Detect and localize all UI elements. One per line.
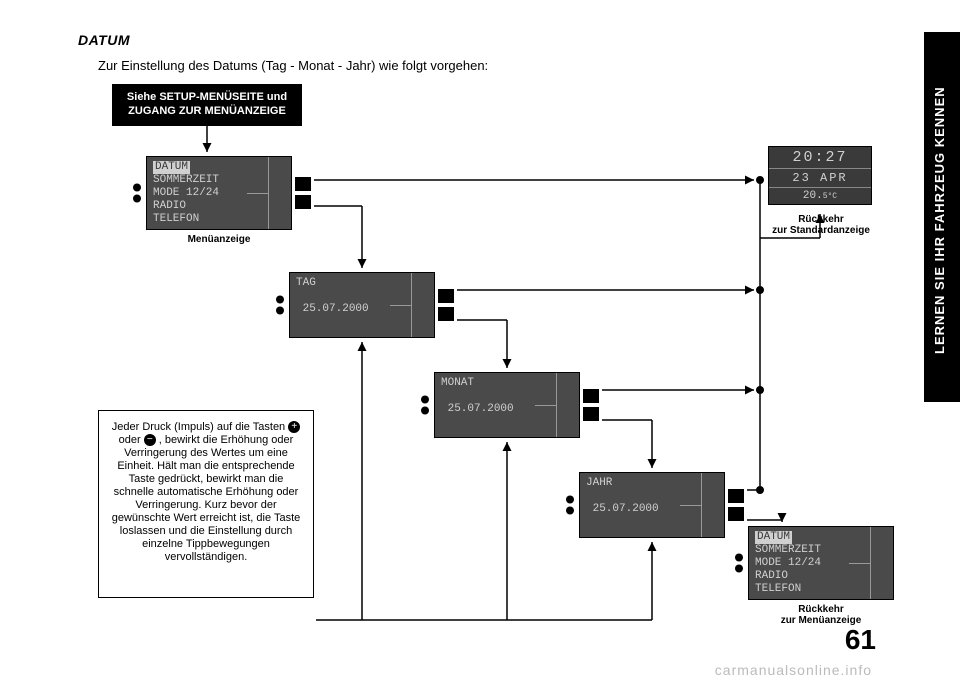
- lcd-dots-icon: [276, 293, 284, 318]
- tip-text-before: Jeder Druck (Impuls) auf die Tasten: [112, 421, 288, 433]
- menu-line1: DATUM: [153, 161, 190, 174]
- lcd-dots-icon: [566, 493, 574, 518]
- menu-label: Menüanzeige: [146, 234, 292, 245]
- lcd-bars-icon: [438, 285, 454, 325]
- standard-date: 23 APR: [769, 169, 871, 188]
- tag-lcd: TAG 25.07.2000: [289, 272, 435, 338]
- jahr-value: 25.07.2000: [593, 503, 659, 515]
- minus-icon: −: [144, 434, 156, 446]
- jahr-title: JAHR: [586, 477, 612, 489]
- lcd-dots-icon: [133, 181, 141, 206]
- tag-title: TAG: [296, 277, 316, 289]
- side-tab-label: LERNEN SIE IHR FAHRZEUG KENNEN: [932, 50, 952, 390]
- return-line3: MODE 12/24: [755, 557, 821, 569]
- standard-label: Rückkehr zur Standardanzeige: [748, 214, 894, 236]
- lcd-bars-icon: [295, 173, 311, 213]
- standard-temp-unit: 5°C: [823, 192, 837, 201]
- menu-line5: TELEFON: [153, 213, 199, 225]
- page: DATUM Zur Einstellung des Datums (Tag - …: [0, 0, 920, 686]
- menu-line3: MODE 12/24: [153, 187, 219, 199]
- lcd-divider-h: [849, 563, 871, 564]
- lcd-divider-h: [390, 305, 412, 306]
- standard-time: 20:27: [769, 147, 871, 169]
- return-label: Rückkehr zur Menüanzeige: [748, 604, 894, 626]
- tag-value: 25.07.2000: [303, 303, 369, 315]
- watermark: carmanualsonline.info: [715, 662, 872, 678]
- monat-title: MONAT: [441, 377, 474, 389]
- menu-line2: SOMMERZEIT: [153, 174, 219, 186]
- plus-icon: +: [288, 421, 300, 433]
- start-box-line2: ZUGANG ZUR MENÜANZEIGE: [128, 105, 286, 117]
- return-line4: RADIO: [755, 570, 788, 582]
- section-subheading: Zur Einstellung des Datums (Tag - Monat …: [98, 58, 488, 73]
- tip-box: Jeder Druck (Impuls) auf die Tasten + od…: [98, 410, 314, 598]
- return-line1: DATUM: [755, 531, 792, 544]
- return-lcd: DATUM SOMMERZEIT MODE 12/24 RADIO TELEFO…: [748, 526, 894, 600]
- lcd-dots-icon: [421, 393, 429, 418]
- tip-text-after: , bewirkt die Erhöhung oder Verringerung…: [112, 434, 301, 563]
- section-heading: DATUM: [78, 32, 130, 48]
- page-number: 61: [845, 624, 876, 656]
- tip-mid: oder: [119, 434, 144, 446]
- start-box-line1: Siehe SETUP-MENÜSEITE und: [127, 91, 287, 103]
- lcd-bars-icon: [728, 485, 744, 525]
- lcd-divider-h: [535, 405, 557, 406]
- menu-lcd: DATUM SOMMERZEIT MODE 12/24 RADIO TELEFO…: [146, 156, 292, 230]
- lcd-divider-h: [680, 505, 702, 506]
- standard-lcd: 20:27 23 APR 20.5°C: [768, 146, 872, 205]
- standard-temp: 20.: [803, 190, 823, 202]
- jahr-lcd: JAHR 25.07.2000: [579, 472, 725, 538]
- lcd-bars-icon: [583, 385, 599, 425]
- return-line2: SOMMERZEIT: [755, 544, 821, 556]
- menu-line4: RADIO: [153, 200, 186, 212]
- monat-lcd: MONAT 25.07.2000: [434, 372, 580, 438]
- lcd-divider-h: [247, 193, 269, 194]
- return-line5: TELEFON: [755, 583, 801, 595]
- side-tab: LERNEN SIE IHR FAHRZEUG KENNEN: [920, 0, 960, 686]
- lcd-dots-icon: [735, 551, 743, 576]
- start-box: Siehe SETUP-MENÜSEITE und ZUGANG ZUR MEN…: [112, 84, 302, 126]
- monat-value: 25.07.2000: [448, 403, 514, 415]
